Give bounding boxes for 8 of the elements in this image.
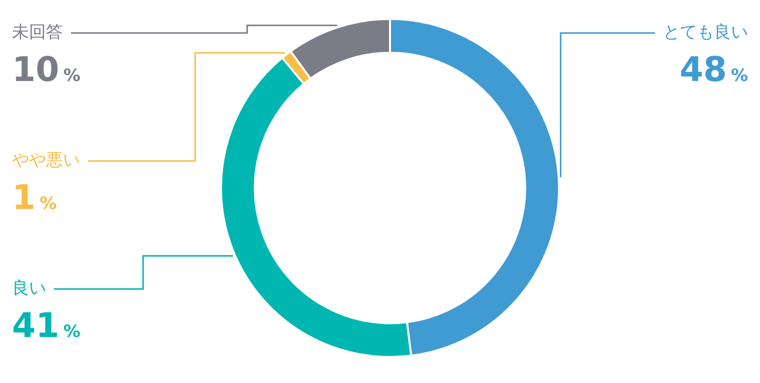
- data-label: 41%: [12, 306, 80, 346]
- slice-label: 良い: [12, 278, 46, 298]
- data-label: 10%: [12, 50, 80, 90]
- data-label: 48%: [680, 50, 748, 90]
- data-label: 1%: [12, 178, 57, 218]
- slice-label: とても良い: [663, 22, 748, 42]
- slice-label: やや悪い: [12, 150, 80, 170]
- slice-label: 未回答: [12, 22, 63, 42]
